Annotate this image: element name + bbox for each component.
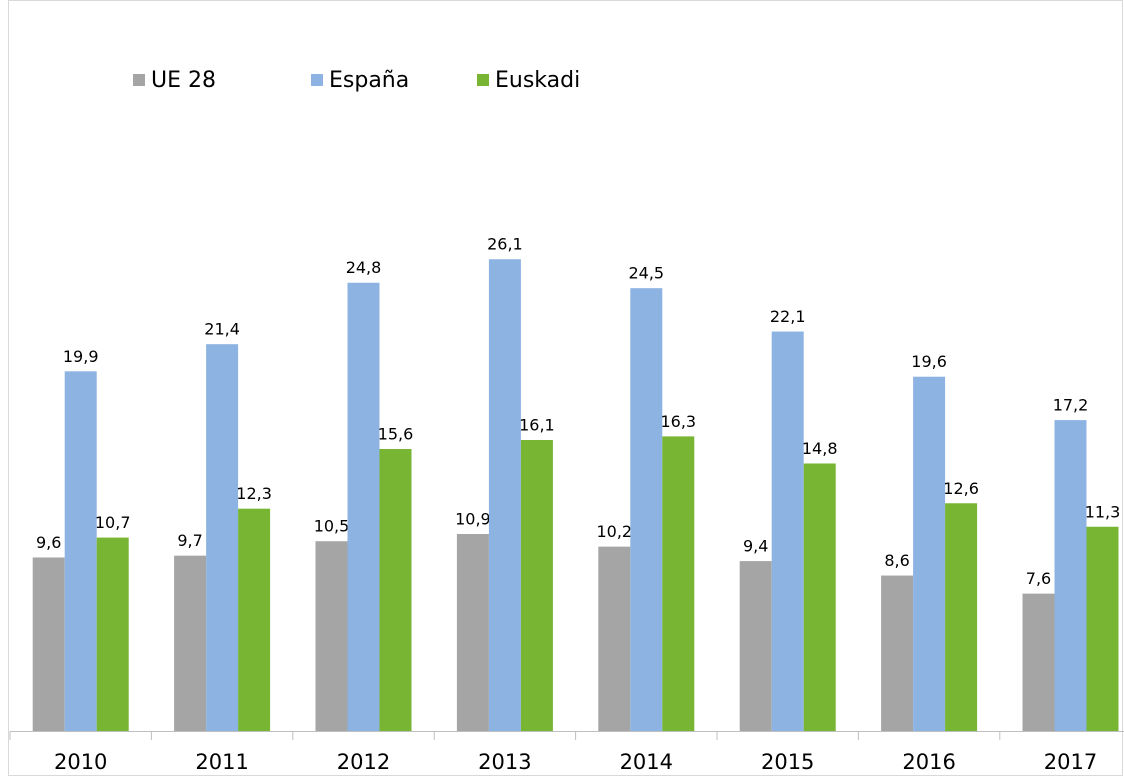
value-label: 19,6 xyxy=(911,352,947,371)
x-tick-label: 2016 xyxy=(902,750,955,774)
chart-frame xyxy=(8,0,1123,776)
value-label: 19,9 xyxy=(63,347,99,366)
bar xyxy=(803,463,836,731)
bar xyxy=(347,282,380,731)
bar xyxy=(1022,593,1055,731)
x-tick-label: 2014 xyxy=(620,750,673,774)
bar xyxy=(206,344,239,731)
value-label: 22,1 xyxy=(770,307,806,326)
value-label: 11,3 xyxy=(1085,502,1121,521)
value-label: 26,1 xyxy=(487,235,523,254)
bar xyxy=(662,436,695,731)
value-label: 10,9 xyxy=(455,509,491,528)
bar xyxy=(945,503,978,731)
value-label: 17,2 xyxy=(1053,396,1089,415)
value-label: 16,3 xyxy=(660,412,696,431)
x-tick-label: 2015 xyxy=(761,750,814,774)
value-label: 9,7 xyxy=(177,531,202,550)
value-label: 21,4 xyxy=(204,320,240,339)
legend-swatch xyxy=(311,74,323,86)
legend-label: UE 28 xyxy=(151,68,216,93)
value-label: 12,6 xyxy=(943,479,979,498)
value-label: 10,2 xyxy=(596,522,632,541)
bar xyxy=(520,439,553,731)
value-label: 7,6 xyxy=(1026,569,1051,588)
value-label: 24,5 xyxy=(628,264,664,283)
value-label: 9,6 xyxy=(36,533,61,552)
legend-swatch xyxy=(133,74,145,86)
legend-label: Euskadi xyxy=(495,68,580,93)
x-tick-label: 2010 xyxy=(54,750,107,774)
value-label: 9,4 xyxy=(743,537,768,556)
value-label: 16,1 xyxy=(519,415,555,434)
bar xyxy=(598,546,631,731)
value-label: 10,7 xyxy=(95,513,131,532)
bar xyxy=(456,533,489,731)
value-label: 10,5 xyxy=(314,517,350,536)
bar xyxy=(238,508,271,731)
bar xyxy=(913,376,946,731)
bar xyxy=(315,541,348,731)
value-label: 15,6 xyxy=(378,425,414,444)
bar xyxy=(379,449,412,731)
value-label: 14,8 xyxy=(802,439,838,458)
bar xyxy=(96,537,129,731)
value-label: 24,8 xyxy=(346,258,382,277)
x-tick-label: 2017 xyxy=(1044,750,1097,774)
value-label: 8,6 xyxy=(884,551,909,570)
value-label: 12,3 xyxy=(236,484,272,503)
bar xyxy=(174,555,207,731)
bar xyxy=(1054,420,1087,731)
legend-label: España xyxy=(329,68,409,93)
legend-swatch xyxy=(477,74,489,86)
x-tick-label: 2013 xyxy=(478,750,531,774)
bar xyxy=(771,331,804,731)
bar xyxy=(64,371,97,731)
bar xyxy=(881,575,914,731)
bar xyxy=(32,557,65,731)
bar xyxy=(488,259,521,731)
bar xyxy=(739,561,772,731)
x-tick-label: 2011 xyxy=(195,750,248,774)
bar xyxy=(1086,526,1119,731)
x-tick-label: 2012 xyxy=(337,750,390,774)
bar xyxy=(630,288,663,731)
